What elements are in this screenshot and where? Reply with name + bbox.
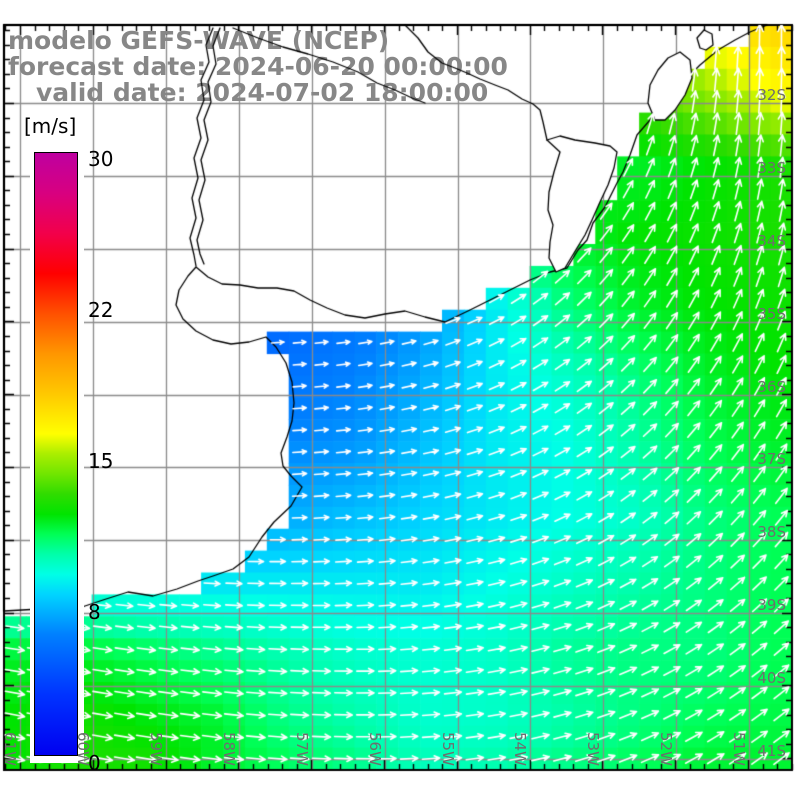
lon-label: 53W bbox=[584, 732, 602, 766]
lat-label: 39S bbox=[757, 596, 786, 614]
colorbar-frame bbox=[34, 152, 78, 756]
lat-label: 37S bbox=[757, 450, 786, 468]
colorbar-tick-label: 30 bbox=[88, 147, 114, 171]
colorbar-tick-label: 15 bbox=[88, 449, 114, 473]
colorbar-gradient bbox=[35, 153, 77, 755]
lon-label: 61W bbox=[1, 732, 19, 766]
lon-label: 52W bbox=[657, 732, 675, 766]
lon-label: 58W bbox=[220, 732, 238, 766]
lat-label: 40S bbox=[757, 669, 786, 687]
lat-label: 35S bbox=[757, 305, 786, 323]
lon-label: 56W bbox=[366, 732, 384, 766]
colorbar bbox=[30, 147, 84, 763]
lon-label: 60W bbox=[74, 732, 92, 766]
colorbar-tick-label: 22 bbox=[88, 298, 114, 322]
lon-label: 54W bbox=[511, 732, 529, 766]
lat-label: 32S bbox=[757, 86, 786, 104]
lon-label: 57W bbox=[293, 732, 311, 766]
lat-label: 33S bbox=[757, 159, 786, 177]
lon-label: 55W bbox=[439, 732, 457, 766]
colorbar-tick-label: 8 bbox=[88, 600, 101, 624]
lat-label: 36S bbox=[757, 378, 786, 396]
lat-label: 34S bbox=[757, 232, 786, 250]
lon-label: 59W bbox=[147, 732, 165, 766]
lon-label: 51W bbox=[730, 732, 748, 766]
colorbar-tick-label: 0 bbox=[88, 751, 101, 775]
lat-label: 38S bbox=[757, 523, 786, 541]
lat-label: 41S bbox=[757, 742, 786, 760]
colorbar-unit-label: [m/s] bbox=[24, 114, 77, 138]
